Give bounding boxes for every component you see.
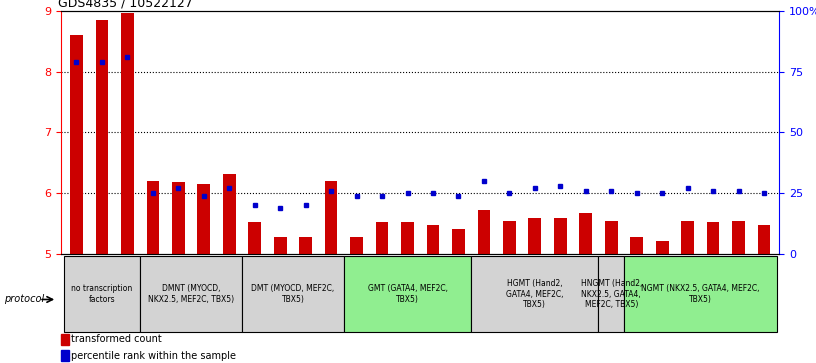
Text: NGMT (NKX2.5, GATA4, MEF2C,
TBX5): NGMT (NKX2.5, GATA4, MEF2C, TBX5) [641, 284, 760, 304]
Bar [656, 241, 668, 254]
Bar [401, 223, 414, 254]
Bar [197, 184, 211, 254]
FancyBboxPatch shape [242, 256, 344, 333]
Text: no transcription
factors: no transcription factors [71, 284, 132, 304]
Bar [274, 237, 286, 254]
Bar [61, 350, 69, 362]
Bar [605, 221, 618, 254]
Text: DMNT (MYOCD,
NKX2.5, MEF2C, TBX5): DMNT (MYOCD, NKX2.5, MEF2C, TBX5) [148, 284, 234, 304]
Bar [427, 225, 439, 254]
Bar [248, 223, 261, 254]
Bar [732, 221, 745, 254]
Text: GDS4835 / 10522127: GDS4835 / 10522127 [58, 0, 193, 10]
Text: transformed count: transformed count [72, 334, 162, 344]
Bar [757, 225, 770, 254]
Text: percentile rank within the sample: percentile rank within the sample [72, 351, 237, 361]
Bar [95, 20, 109, 254]
Bar [529, 218, 541, 254]
Bar [554, 218, 566, 254]
Bar [223, 174, 236, 254]
FancyBboxPatch shape [344, 256, 471, 333]
Bar [681, 221, 694, 254]
Bar [299, 237, 312, 254]
Bar [350, 237, 363, 254]
FancyBboxPatch shape [64, 256, 140, 333]
FancyBboxPatch shape [624, 256, 777, 333]
Bar [325, 181, 338, 254]
FancyBboxPatch shape [471, 256, 598, 333]
Bar [579, 213, 592, 254]
FancyBboxPatch shape [140, 256, 242, 333]
Bar [477, 210, 490, 254]
Bar [147, 181, 159, 254]
Bar [630, 237, 643, 254]
Text: HGMT (Hand2,
GATA4, MEF2C,
TBX5): HGMT (Hand2, GATA4, MEF2C, TBX5) [506, 279, 564, 309]
Bar [707, 223, 720, 254]
Bar [70, 35, 83, 254]
Bar [121, 13, 134, 254]
Bar [375, 223, 388, 254]
Bar [61, 334, 69, 345]
Text: DMT (MYOCD, MEF2C,
TBX5): DMT (MYOCD, MEF2C, TBX5) [251, 284, 335, 304]
FancyBboxPatch shape [598, 256, 624, 333]
Text: HNGMT (Hand2,
NKX2.5, GATA4,
MEF2C, TBX5): HNGMT (Hand2, NKX2.5, GATA4, MEF2C, TBX5… [580, 279, 642, 309]
Text: protocol: protocol [4, 294, 44, 305]
Bar [172, 182, 184, 254]
Bar [452, 229, 465, 254]
Bar [503, 221, 516, 254]
Text: GMT (GATA4, MEF2C,
TBX5): GMT (GATA4, MEF2C, TBX5) [367, 284, 447, 304]
